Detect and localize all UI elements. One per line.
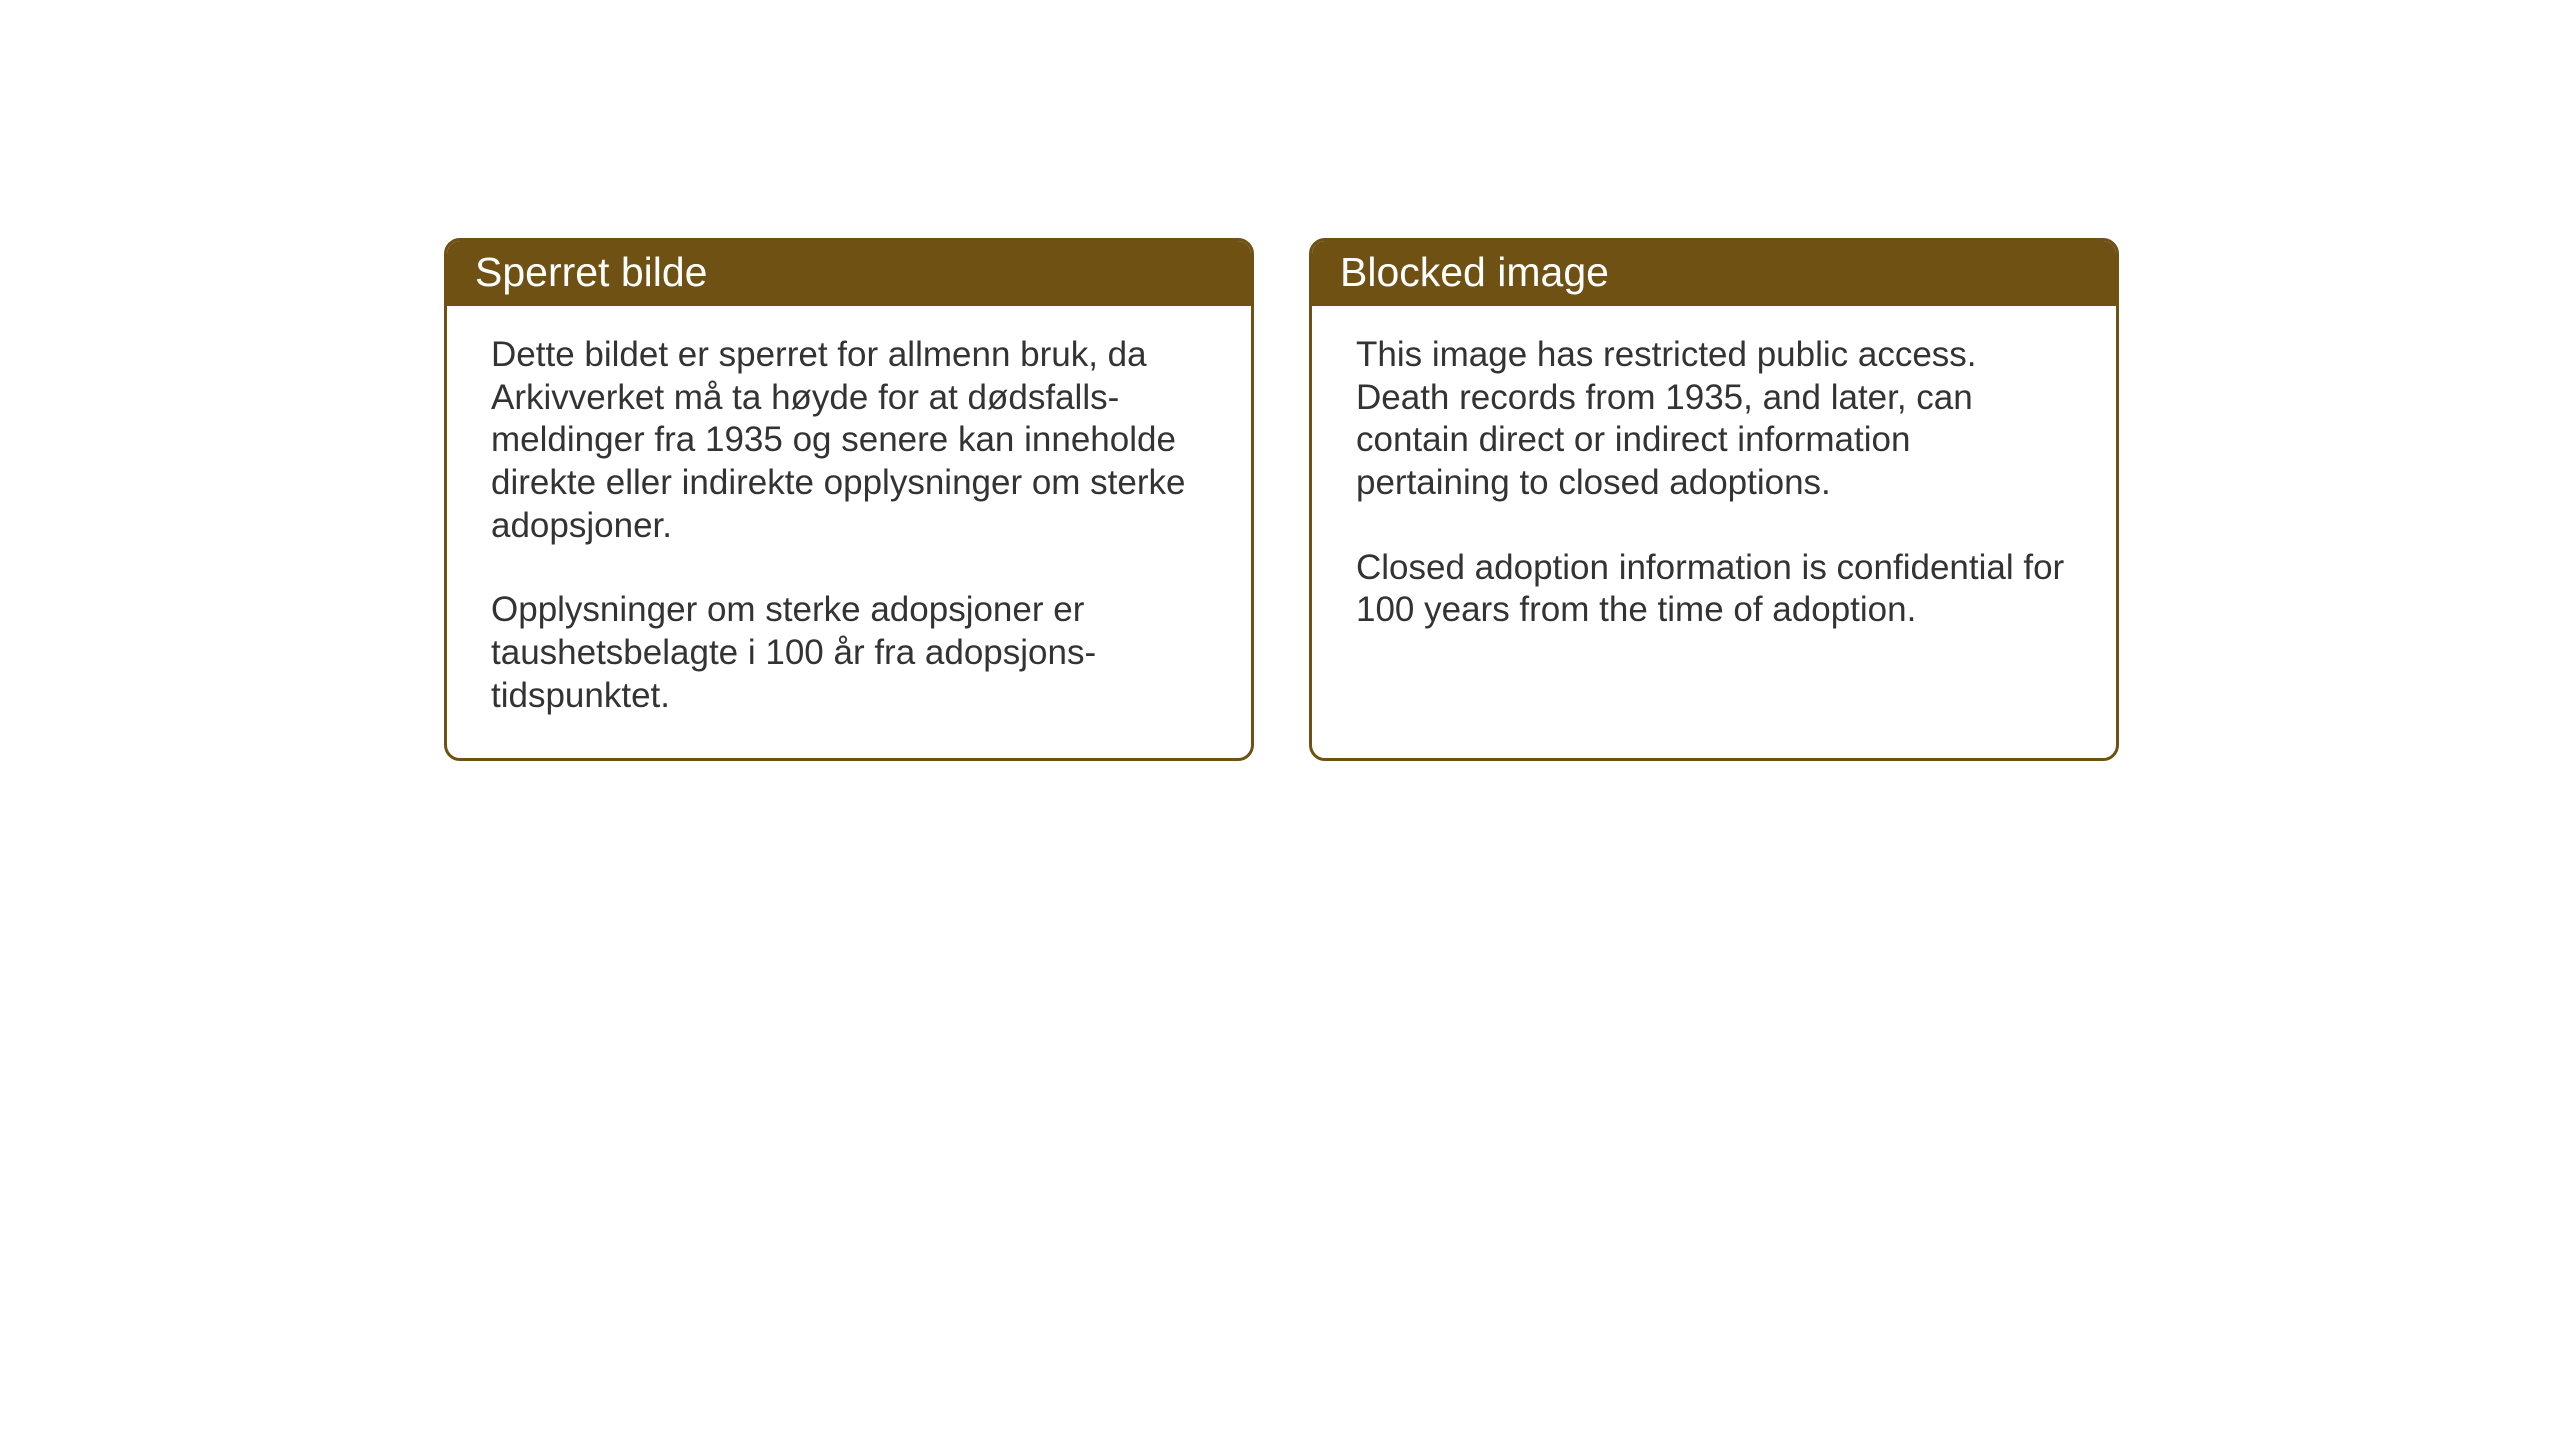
norwegian-card-header: Sperret bilde xyxy=(447,241,1251,306)
norwegian-paragraph-1: Dette bildet er sperret for allmenn bruk… xyxy=(491,334,1207,547)
english-paragraph-1: This image has restricted public access.… xyxy=(1356,334,2072,505)
english-card: Blocked image This image has restricted … xyxy=(1309,238,2119,761)
cards-container: Sperret bilde Dette bildet er sperret fo… xyxy=(444,238,2119,761)
norwegian-card-body: Dette bildet er sperret for allmenn bruk… xyxy=(447,306,1251,758)
english-card-header: Blocked image xyxy=(1312,241,2116,306)
norwegian-paragraph-2: Opplysninger om sterke adopsjoner er tau… xyxy=(491,589,1207,717)
norwegian-card: Sperret bilde Dette bildet er sperret fo… xyxy=(444,238,1254,761)
english-paragraph-2: Closed adoption information is confident… xyxy=(1356,547,2072,632)
english-card-body: This image has restricted public access.… xyxy=(1312,306,2116,741)
